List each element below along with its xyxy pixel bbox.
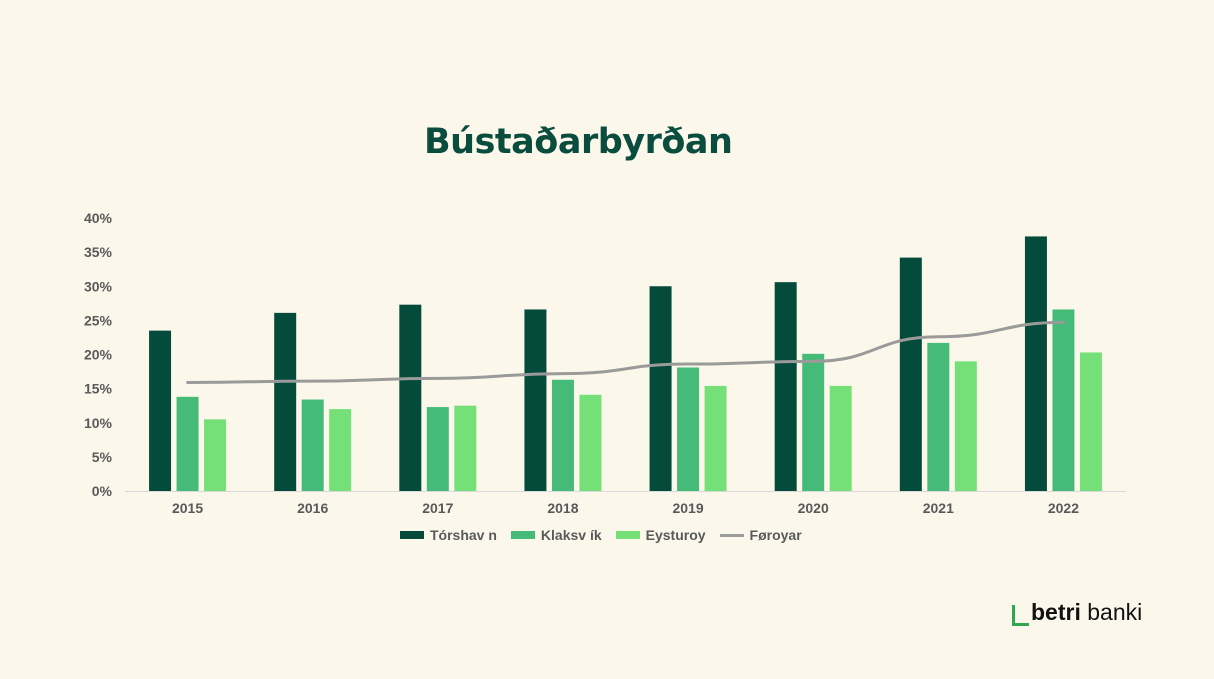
bar-klaksvk-2015 (176, 396, 199, 491)
chart-title: Bústaðarbyrðan (424, 122, 733, 162)
x-tick-label: 2015 (172, 500, 203, 516)
legend-item-foroyar: Føroyar (719, 527, 802, 543)
bar-trshavn-2015 (149, 330, 172, 491)
bar-eysturoy-2020 (829, 385, 852, 491)
bar-eysturoy-2018 (579, 394, 602, 491)
x-tick-label: 2020 (798, 500, 829, 516)
x-tick-label: 2021 (923, 500, 954, 516)
logo-text-banki: banki (1080, 599, 1143, 625)
legend-swatch-foroyar (719, 533, 744, 537)
bar-trshavn-2022 (1024, 236, 1047, 491)
legend-swatch-klaksvik (510, 531, 535, 539)
y-tick-label: 25% (84, 312, 113, 328)
bar-eysturoy-2017 (454, 405, 477, 491)
y-tick-label: 30% (84, 278, 113, 294)
logo-corner-mark-icon (1012, 605, 1029, 626)
bar-klaksvk-2017 (426, 407, 449, 491)
bar-trshavn-2018 (524, 309, 547, 491)
x-tick-label: 2016 (297, 500, 328, 516)
line-froyar (186, 320, 1065, 384)
y-tick-label: 10% (84, 415, 113, 431)
bar-klaksvk-2021 (927, 342, 950, 491)
logo-text-betri: betri (1031, 599, 1081, 625)
x-tick-label: 2019 (672, 500, 703, 516)
bar-trshavn-2020 (774, 282, 797, 491)
legend-item-klaksvik: Klaksv ík (510, 527, 602, 543)
bar-eysturoy-2015 (204, 419, 227, 491)
bar-eysturoy-2021 (954, 361, 977, 491)
y-tick-label: 20% (84, 347, 113, 363)
legend-swatch-torshavn (400, 531, 424, 539)
bar-eysturoy-2019 (704, 385, 727, 491)
betri-banki-logo: betri banki (1012, 599, 1143, 626)
bar-trshavn-2019 (649, 286, 672, 491)
bar-trshavn-2021 (899, 257, 922, 491)
bar-trshavn-2017 (399, 304, 422, 491)
legend: Tórshav n Klaksv ík Eysturoy Føroyar (400, 527, 802, 543)
bar-klaksvk-2022 (1052, 309, 1075, 491)
y-tick-label: 0% (92, 483, 113, 499)
bar-klaksvk-2020 (802, 353, 825, 491)
bar-klaksvk-2019 (677, 367, 700, 491)
bar-trshavn-2016 (274, 312, 297, 491)
legend-label-foroyar: Føroyar (749, 527, 802, 543)
bar-klaksvk-2016 (301, 399, 324, 491)
legend-swatch-eysturoy (615, 531, 640, 539)
legend-label-torshavn: Tórshav n (430, 527, 497, 543)
bar-klaksvk-2018 (551, 379, 574, 491)
bar-eysturoy-2016 (329, 409, 352, 491)
x-tick-label: 2018 (547, 500, 578, 516)
y-tick-label: 35% (84, 244, 113, 260)
legend-item-eysturoy: Eysturoy (615, 527, 706, 543)
x-tick-label: 2017 (422, 500, 453, 516)
y-tick-label: 40% (84, 210, 113, 226)
y-tick-label: 5% (92, 449, 113, 465)
y-tick-label: 15% (84, 381, 113, 397)
legend-label-klaksvik: Klaksv ík (540, 527, 602, 543)
bar-eysturoy-2022 (1079, 352, 1102, 491)
legend-item-torshavn: Tórshav n (400, 527, 497, 543)
x-tick-label: 2022 (1048, 500, 1079, 516)
legend-label-eysturoy: Eysturoy (645, 527, 706, 543)
